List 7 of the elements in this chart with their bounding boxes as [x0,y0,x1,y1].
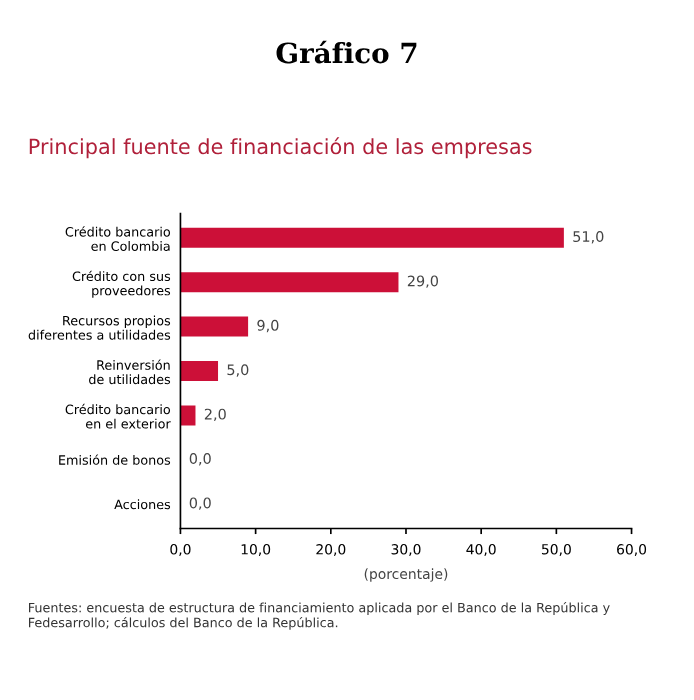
bar [180,405,196,426]
bar [180,316,249,337]
chart-title: Gráfico 7 [276,40,417,64]
bar [180,227,564,248]
bar [180,361,219,381]
chart-subtitle: Principal fuente de financiación de las empresas [29,137,532,159]
bar [180,272,399,293]
